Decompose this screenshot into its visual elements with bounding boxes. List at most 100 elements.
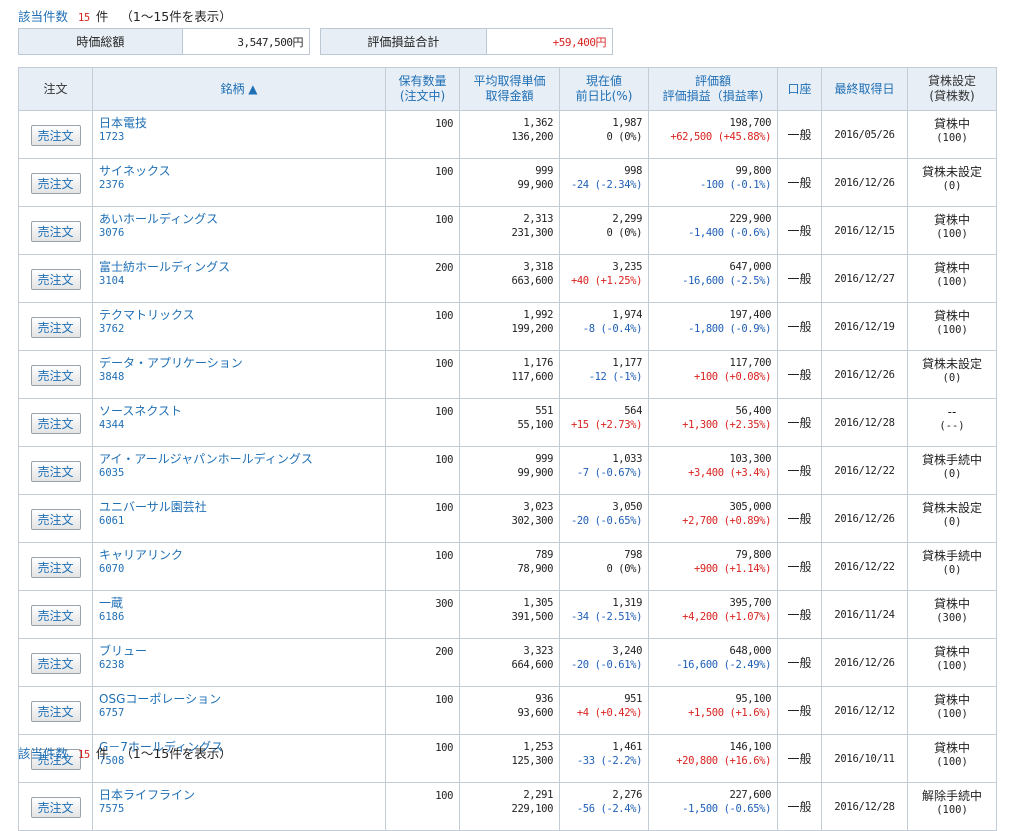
result-count-top: 該当件数 15 件 （1～15件を表示） (18, 6, 232, 25)
stock-code-link[interactable]: 3104 (99, 275, 125, 287)
order-cell: 売注文 (18, 158, 93, 207)
sell-order-button[interactable]: 売注文 (30, 796, 81, 818)
price-cell: 1,033 -7 (-0.67%) (559, 446, 649, 495)
current-price: 951 (624, 693, 642, 705)
stock-name-link[interactable]: ユニバーサル園芸社 (99, 500, 207, 514)
lending-count: (0) (942, 564, 962, 576)
lending-cell: 貸株手続中 (0) (907, 542, 997, 591)
last-acquired-date: 2016/11/24 (834, 608, 895, 621)
stock-name-link[interactable]: キャリアリンク (99, 548, 184, 562)
count-value: 15 (78, 12, 90, 24)
table-row: 売注文 あいホールディングス 3076 100 2,313 231,300 2,299 0 (… (18, 206, 997, 255)
stock-name-link[interactable]: 富士紡ホールディングス (99, 260, 231, 274)
account-type: 一般 (787, 656, 812, 670)
col-qty[interactable]: 保有数量 (注文中) (385, 67, 460, 111)
table-row: 売注文 データ・アプリケーション 3848 100 1,176 117,600 1,177-… (18, 350, 997, 399)
col-price[interactable]: 現在値 前日比(%) (559, 67, 649, 111)
avg-price: 1,992 (523, 309, 553, 321)
stock-code-link[interactable]: 6757 (99, 707, 125, 719)
cost-amount: 55,100 (517, 419, 553, 431)
lending-cell: 貸株中 (100) (907, 254, 997, 303)
stock-name-link[interactable]: データ・アプリケーション (99, 356, 243, 370)
stock-name-link[interactable]: ソースネクスト (99, 404, 183, 418)
quantity-cell: 200 (385, 638, 460, 687)
avg-price: 1,176 (523, 357, 553, 369)
sell-order-button[interactable]: 売注文 (30, 748, 81, 770)
stock-code-link[interactable]: 3848 (99, 371, 125, 383)
sell-order-button[interactable]: 売注文 (30, 268, 81, 290)
stock-code-link[interactable]: 6238 (99, 659, 125, 671)
lending-status: 貸株中 (933, 693, 970, 707)
stock-code-link[interactable]: 4344 (99, 419, 125, 431)
col-avg-price[interactable]: 平均取得単価 取得金額 (459, 67, 560, 111)
col-name-sort[interactable]: 銘柄 ▲ (92, 67, 386, 111)
account-type: 一般 (787, 368, 812, 382)
stock-code-link[interactable]: 3762 (99, 323, 125, 335)
account-cell: 一般 (777, 302, 822, 351)
stock-code-link[interactable]: 7575 (99, 803, 125, 815)
valuation: 227,600 (729, 789, 772, 801)
sell-order-button[interactable]: 売注文 (30, 508, 81, 530)
unrealized-pl: -100 (-0.1%) (699, 179, 771, 191)
order-cell: 売注文 (18, 110, 93, 159)
price-cell: 798 0 (0%) (559, 542, 649, 591)
avg-price: 1,362 (523, 117, 553, 129)
stock-code-link[interactable]: 7508 (99, 755, 125, 767)
stock-code-link[interactable]: 3076 (99, 227, 125, 239)
sell-order-button[interactable]: 売注文 (30, 220, 81, 242)
stock-name-link[interactable]: あいホールディングス (99, 212, 219, 226)
sell-order-button[interactable]: 売注文 (30, 172, 81, 194)
stock-code-link[interactable]: 2376 (99, 179, 125, 191)
col-date[interactable]: 最終取得日 (821, 67, 908, 111)
stock-name-link[interactable]: 日本電技 (99, 116, 148, 130)
stock-name-link[interactable]: サイネックス (99, 164, 171, 178)
lending-cell: 貸株未設定 (0) (907, 158, 997, 207)
date-cell: 2016/12/12 (821, 686, 908, 735)
stock-code-link[interactable]: 6035 (99, 467, 125, 479)
stock-name-link[interactable]: 一蔵 (99, 596, 124, 610)
current-price: 1,974 (612, 309, 642, 321)
last-acquired-date: 2016/12/22 (834, 560, 895, 573)
sell-order-button[interactable]: 売注文 (30, 652, 81, 674)
unrealized-pl: +62,500 (+45.88%) (670, 131, 771, 143)
avg-price-cell: 789 78,900 (459, 542, 560, 591)
sell-order-button[interactable]: 売注文 (30, 460, 81, 482)
unrealized-pl: -1,800 (-0.9%) (688, 323, 771, 335)
cost-amount: 302,300 (511, 515, 554, 527)
quantity: 100 (435, 166, 453, 178)
sell-order-button[interactable]: 売注文 (30, 316, 81, 338)
cost-amount: 99,900 (517, 179, 553, 191)
stock-code-link[interactable]: 6186 (99, 611, 125, 623)
price-cell: 1,319 -34 (-2.51%) (559, 590, 649, 639)
stock-name-link[interactable]: 日本ライフライン (99, 788, 196, 802)
sell-order-button[interactable]: 売注文 (30, 556, 81, 578)
last-acquired-date: 2016/12/19 (834, 320, 895, 333)
sell-order-button[interactable]: 売注文 (30, 364, 81, 386)
stock-name-link[interactable]: OSGコーポレーション (99, 692, 222, 706)
account-type: 一般 (787, 464, 812, 478)
col-account[interactable]: 口座 (777, 67, 822, 111)
sell-order-button[interactable]: 売注文 (30, 124, 81, 146)
sell-order-button[interactable]: 売注文 (30, 604, 81, 626)
price-cell: 3,050 -20 (-0.65%) (559, 494, 649, 543)
order-cell: 売注文 (18, 302, 93, 351)
stock-name-link[interactable]: G－7ホールディングス (99, 740, 224, 754)
stock-name-link[interactable]: アイ・アールジャパンホールディングス (99, 452, 313, 466)
last-acquired-date: 2016/10/11 (834, 752, 895, 765)
stock-code-link[interactable]: 6061 (99, 515, 125, 527)
stock-cell: ソースネクスト 4344 (92, 398, 386, 447)
stock-name-link[interactable]: テクマトリックス (99, 308, 195, 322)
total-pl: +59,400円 (552, 35, 607, 49)
valuation: 197,400 (729, 309, 772, 321)
sell-order-button[interactable]: 売注文 (30, 700, 81, 722)
stock-code-link[interactable]: 1723 (99, 131, 125, 143)
stock-code-link[interactable]: 6070 (99, 563, 125, 575)
day-change: -8 (-0.4%) (582, 323, 643, 335)
col-value[interactable]: 評価額 評価損益（損益率) (648, 67, 778, 111)
valuation-cell: 99,800 -100 (-0.1%) (648, 158, 778, 207)
valuation: 395,700 (729, 597, 772, 609)
stock-cell: データ・アプリケーション 3848 (92, 350, 386, 399)
stock-cell: アイ・アールジャパンホールディングス 6035 (92, 446, 386, 495)
stock-name-link[interactable]: ブリュー (99, 644, 148, 658)
sell-order-button[interactable]: 売注文 (30, 412, 81, 434)
